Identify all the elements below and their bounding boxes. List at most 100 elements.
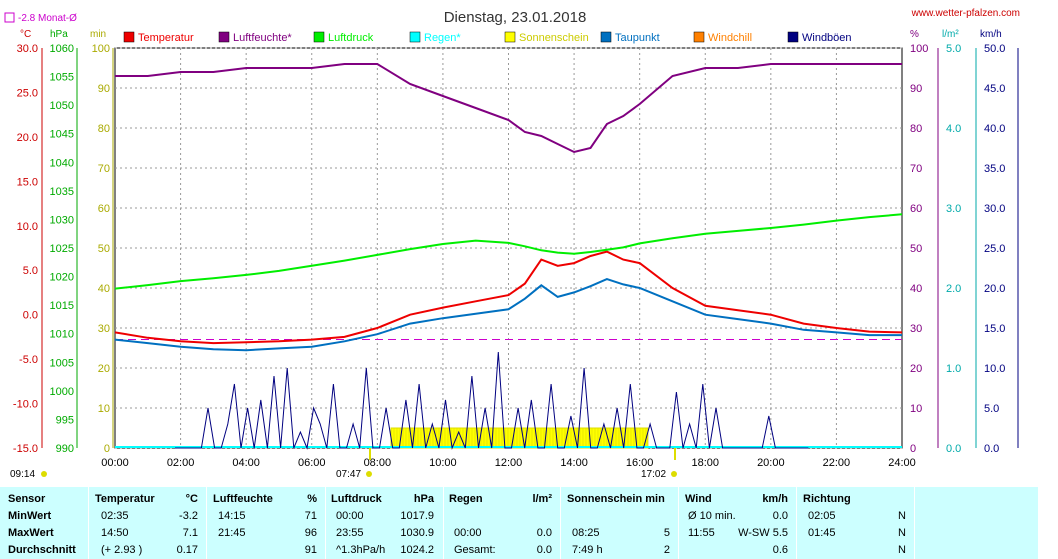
weather-chart: Dienstag, 23.01.2018 www.wetter-pfalzen.…: [4, 8, 1020, 480]
legend-label: Windchill: [708, 32, 752, 44]
hum-value: 96: [304, 527, 317, 539]
press-time: ^1.3hPa/h: [336, 544, 386, 556]
press-tick-label: 1035: [50, 186, 74, 198]
time-tick-label: 16:00: [626, 457, 654, 469]
press-value: 1030.9: [400, 527, 434, 539]
series-line-luftfeuchte: [115, 63, 902, 154]
website-link[interactable]: www.wetter-pfalzen.com: [911, 8, 1020, 19]
temp-unit: °C: [20, 29, 31, 40]
wind-tick-label: 30.0: [984, 203, 1005, 215]
time-tick-label: 04:00: [232, 457, 260, 469]
temp-value: -3.2: [179, 510, 198, 522]
dir-time: 01:45: [808, 527, 836, 539]
monthly-avg-label: -2.8 Monat-Ø: [18, 13, 77, 24]
press-tick-label: 1000: [50, 386, 74, 398]
sun-tick-label: 70: [98, 163, 110, 175]
rain-tick-label: 1.0: [946, 363, 961, 375]
temp-time: 02:35: [101, 510, 129, 522]
sun-time: 7:49 h: [572, 544, 603, 556]
sun-markers: 09:14 07:47 17:02: [10, 448, 677, 480]
press-time: 00:00: [336, 510, 364, 522]
sun-tick-label: 50: [98, 243, 110, 255]
temp-tick-label: 30.0: [17, 43, 38, 55]
legend-label: Luftdruck: [328, 32, 374, 44]
sun-tick-label: 100: [92, 43, 110, 55]
hum-unit: %: [910, 29, 919, 40]
temp-tick-label: 10.0: [17, 221, 38, 233]
series-line-temperatur: [114, 250, 903, 345]
wind-gust-line: [175, 351, 809, 450]
hum-value: 91: [304, 544, 317, 556]
press-unit: hPa: [50, 29, 68, 40]
hum-tick-label: 70: [910, 163, 922, 175]
wind-tick-label: 35.0: [984, 163, 1005, 175]
wind-value: 0.0: [772, 510, 788, 522]
hum-tick-label: 80: [910, 123, 922, 135]
header-dir: Richtung: [803, 493, 851, 505]
dir-value: N: [898, 544, 906, 556]
hum-time: 21:45: [218, 527, 246, 539]
press-tick-label: 1015: [50, 300, 74, 312]
hum-tick-label: 40: [910, 283, 922, 295]
sun-tick-label: 30: [98, 323, 110, 335]
temp-tick-label: 5.0: [23, 265, 38, 277]
hum-tick-label: 10: [910, 403, 922, 415]
sunrise-icon: [366, 471, 372, 477]
press-tick-label: 1060: [50, 43, 74, 55]
sun-tick-label: 60: [98, 203, 110, 215]
wind-tick-label: 50.0: [984, 43, 1005, 55]
press-tick-label: 1045: [50, 129, 74, 141]
temp-value: 0.17: [176, 544, 198, 556]
rain-tick-label: 3.0: [946, 203, 961, 215]
press-value: 1024.2: [400, 544, 434, 556]
press-tick-label: 1025: [50, 243, 74, 255]
legend-label: Sonnenschein: [519, 32, 589, 44]
wind-tick-label: 15.0: [984, 323, 1005, 335]
time-tick-label: 18:00: [691, 457, 719, 469]
legend-swatch: [313, 31, 325, 43]
row-label: Durchschnitt: [8, 544, 76, 556]
rain-time: Gesamt:: [454, 544, 496, 556]
legend-swatch: [693, 31, 705, 43]
header-hum: Luftfeuchte: [213, 493, 273, 505]
dir-time: 02:05: [808, 510, 836, 522]
wind-value: W-SW 5.5: [738, 527, 788, 539]
rain-value: 0.0: [536, 544, 552, 556]
press-tick-label: 1030: [50, 214, 74, 226]
moon-icon: [41, 471, 47, 477]
x-axis: 00:00 02:00 04:00 06:00 08:00 10:00 12:00 14:00…: [101, 457, 916, 469]
temp-tick-label: 20.0: [17, 132, 38, 144]
time-tick-label: 02:00: [167, 457, 195, 469]
rain-unit: l/m²: [942, 29, 959, 40]
temp-tick-label: -15.0: [13, 443, 38, 455]
temp-time: 14:50: [101, 527, 129, 539]
sun-tick-label: 40: [98, 283, 110, 295]
hum-time: 14:15: [218, 510, 246, 522]
press-tick-label: 995: [56, 414, 74, 426]
legend-swatch: [600, 31, 612, 43]
legend: Temperatur Luftfeuchte* Luftdruck Regen* Son…: [123, 31, 852, 44]
legend-swatch: [218, 31, 230, 43]
header-rain-unit: l/m²: [532, 493, 552, 505]
hum-tick-label: 30: [910, 323, 922, 335]
sun-unit: min: [90, 29, 106, 40]
hum-tick-label: 100: [910, 43, 928, 55]
temp-tick-label: 15.0: [17, 176, 38, 188]
press-tick-label: 1055: [50, 72, 74, 84]
temp-value: 7.1: [182, 527, 198, 539]
row-label: MaxWert: [8, 527, 54, 539]
wind-unit: km/h: [980, 29, 1002, 40]
hum-value: 71: [304, 510, 317, 522]
temp-tick-label: 25.0: [17, 87, 38, 99]
legend-swatch: [409, 31, 421, 43]
time-tick-label: 00:00: [101, 457, 129, 469]
press-tick-label: 1050: [50, 100, 74, 112]
time-tick-label: 08:00: [364, 457, 392, 469]
rain-tick-label: 5.0: [946, 43, 961, 55]
sun-time: 08:25: [572, 527, 600, 539]
stats-table: Sensor Temperatur °C Luftfeuchte% Luftdruck h…: [0, 487, 1038, 559]
time-tick-label: 10:00: [429, 457, 457, 469]
sun-tick-label: 10: [98, 403, 110, 415]
sun-value: 2: [663, 544, 670, 556]
rain-tick-label: 0.0: [946, 443, 961, 455]
